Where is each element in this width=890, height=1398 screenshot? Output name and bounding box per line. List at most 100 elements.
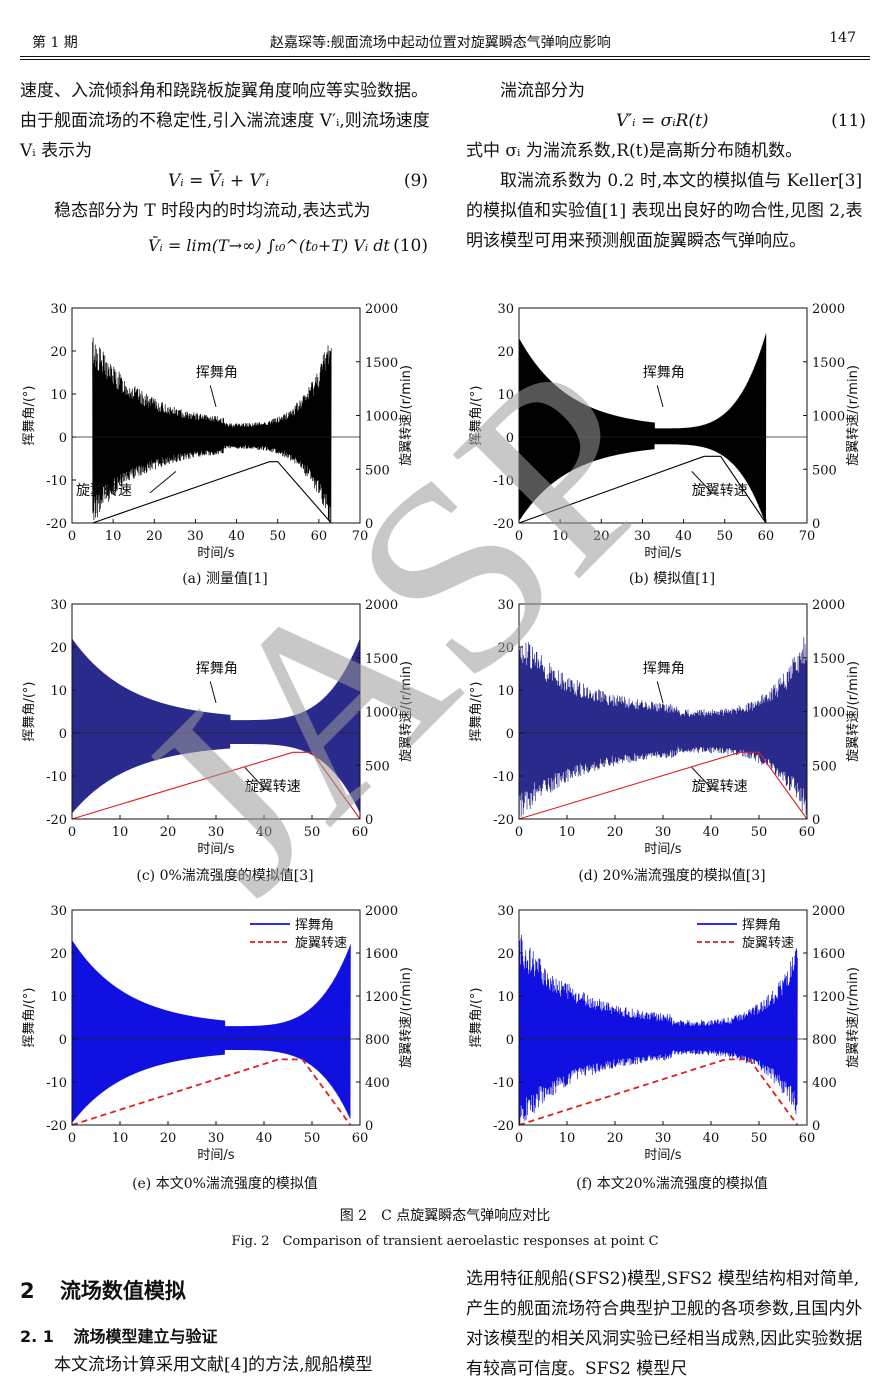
x-axis-label: 时间/s (644, 842, 681, 857)
y2-tick-label: 1500 (812, 652, 845, 667)
y2-tick-label: 2000 (812, 904, 845, 919)
right-para-1: 湍流部分为 (500, 81, 585, 101)
y-tick-label: -20 (493, 1119, 514, 1134)
y-axis-label: 挥舞角/(°) (469, 987, 484, 1047)
x-tick-label: 40 (675, 529, 692, 544)
x-tick-label: 40 (703, 1131, 720, 1146)
figure-caption-cn: 图 2 C 点旋翼瞬态气弹响应对比 (339, 1208, 551, 1224)
x-tick-label: 10 (559, 1131, 576, 1146)
section-title: 流场数值模拟 (59, 1279, 186, 1303)
x-tick-label: 20 (593, 529, 610, 544)
y-tick-label: -10 (46, 1076, 67, 1091)
rotor-speed-series (71, 1058, 352, 1126)
y2-tick-label: 400 (812, 1076, 837, 1091)
x-tick-label: 50 (304, 825, 321, 840)
y-tick-label: -20 (493, 813, 514, 828)
panel-caption-e: (e) 本文0%湍流强度的模拟值 (132, 1176, 318, 1192)
y-tick-label: -20 (493, 517, 514, 532)
x-tick-label: 60 (799, 1131, 816, 1146)
x-axis-label: 时间/s (644, 546, 681, 561)
annotation-flap-angle: 挥舞角 (196, 365, 238, 381)
y2-tick-label: 1000 (812, 410, 845, 425)
y2-axis-label: 旋翼转速/(r/min) (399, 967, 414, 1068)
x-tick-label: 20 (607, 1131, 624, 1146)
y-tick-label: -10 (46, 770, 67, 785)
y-tick-label: 0 (506, 431, 514, 446)
x-tick-label: 10 (112, 1131, 129, 1146)
annotation-arrow (691, 767, 713, 790)
header-rule-thin (20, 59, 870, 60)
annotation-arrow (209, 385, 217, 408)
y-tick-label: 20 (497, 641, 514, 656)
subsection-title: 流场模型建立与验证 (73, 1327, 218, 1346)
x-tick-label: 40 (703, 825, 720, 840)
y-tick-label: 20 (497, 947, 514, 962)
x-tick-label: 20 (607, 825, 624, 840)
y2-tick-label: 0 (812, 813, 820, 828)
y-tick-label: 10 (50, 990, 67, 1005)
x-tick-label: 50 (751, 1131, 768, 1146)
rotor-speed-series (518, 1058, 799, 1126)
equation-11-number: (11) (831, 111, 866, 131)
section-heading: 2 流场数值模拟 (20, 1275, 186, 1305)
section2-right-para: 选用特征舰船(SFS2)模型,SFS2 模型结构相对简单,产生的舰面流场符合典型… (466, 1269, 863, 1379)
y2-axis-label: 旋翼转速/(r/min) (399, 365, 414, 466)
y2-tick-label: 1500 (812, 356, 845, 371)
y2-tick-label: 1200 (365, 990, 398, 1005)
legend-label: 挥舞角 (742, 918, 781, 933)
y2-tick-label: 0 (365, 813, 373, 828)
x-tick-label: 0 (515, 529, 523, 544)
flap-angle-series (72, 940, 351, 1123)
chart-panel-f: 0 10 20 30 40 50 60 -20 -10 0 10 20 30 0 400 800 1200 160… (469, 904, 861, 1163)
y2-tick-label: 0 (812, 517, 820, 532)
x-tick-label: 0 (68, 825, 76, 840)
rotor-speed-series (518, 751, 808, 820)
chart-panel-b: 0 10 20 30 40 50 60 70 -20 -10 0 10 20 30 0 500 1000 1500… (469, 302, 861, 561)
annotation-arrow (691, 471, 713, 494)
y-tick-label: -10 (46, 474, 67, 489)
x-tick-label: 60 (311, 529, 328, 544)
y2-tick-label: 1000 (812, 706, 845, 721)
chart-panel-c: 0 10 20 30 40 50 60 -20 -10 0 10 20 30 0 500 1000 1500 20… (22, 598, 414, 857)
annotation-flap-angle: 挥舞角 (196, 661, 238, 677)
equation-10: V̄ᵢ = lim(T→∞) ∫ₜ₀^(t₀+T) Vᵢ dt (10) (20, 226, 432, 266)
panel-caption-b: (b) 模拟值[1] (628, 571, 716, 587)
y-tick-label: 0 (59, 431, 67, 446)
x-tick-label: 40 (256, 825, 273, 840)
running-title: 赵嘉琛等:舰面流场中起动位置对旋翼瞬态气弹响应影响 (270, 35, 611, 51)
equation-9-number: (9) (403, 171, 428, 191)
y2-tick-label: 2000 (365, 904, 398, 919)
x-tick-label: 10 (552, 529, 569, 544)
y2-tick-label: 400 (365, 1076, 390, 1091)
annotation-arrow (149, 471, 177, 494)
x-tick-label: 10 (112, 825, 129, 840)
annotation-flap-angle: 挥舞角 (643, 661, 685, 677)
panel-caption-d: (d) 20%湍流强度的模拟值[3] (578, 868, 766, 884)
equation-9: Vᵢ = V̄ᵢ + V′ᵢ (9) (20, 166, 432, 196)
equation-10-body: V̄ᵢ = lim(T→∞) ∫ₜ₀^(t₀+T) Vᵢ dt (148, 236, 390, 255)
y-tick-label: -10 (493, 1076, 514, 1091)
equation-9-body: Vᵢ = V̄ᵢ + V′ᵢ (168, 171, 270, 191)
running-header: 第 1 期 赵嘉琛等:舰面流场中起动位置对旋翼瞬态气弹响应影响 147 (20, 30, 870, 54)
figure-caption-en: Fig. 2 Comparison of transient aeroelast… (231, 1234, 659, 1249)
annotation-arrow (244, 767, 266, 790)
y-tick-label: 20 (50, 345, 67, 360)
x-tick-label: 30 (655, 1131, 672, 1146)
chart-panel-e: 0 10 20 30 40 50 60 -20 -10 0 10 20 30 0 400 800 1200 160… (22, 904, 414, 1163)
y-axis-label: 挥舞角/(°) (22, 987, 37, 1047)
y2-tick-label: 1600 (365, 947, 398, 962)
y-axis-label: 挥舞角/(°) (22, 681, 37, 741)
x-tick-label: 10 (559, 825, 576, 840)
y-tick-label: 20 (50, 641, 67, 656)
panel-caption-c: (c) 0%湍流强度的模拟值[3] (136, 868, 314, 884)
y-tick-label: -10 (493, 474, 514, 489)
y2-tick-label: 800 (812, 1033, 837, 1048)
equation-11: V′ᵢ = σᵢR(t) (11) (466, 106, 870, 136)
y-tick-label: 10 (497, 990, 514, 1005)
y2-tick-label: 0 (812, 1119, 820, 1134)
y2-tick-label: 1000 (365, 410, 398, 425)
y-tick-label: 20 (50, 947, 67, 962)
subsection-heading: 2. 1 流场模型建立与验证 (20, 1323, 218, 1347)
legend-label: 旋翼转速 (295, 936, 347, 951)
y2-tick-label: 1000 (365, 706, 398, 721)
